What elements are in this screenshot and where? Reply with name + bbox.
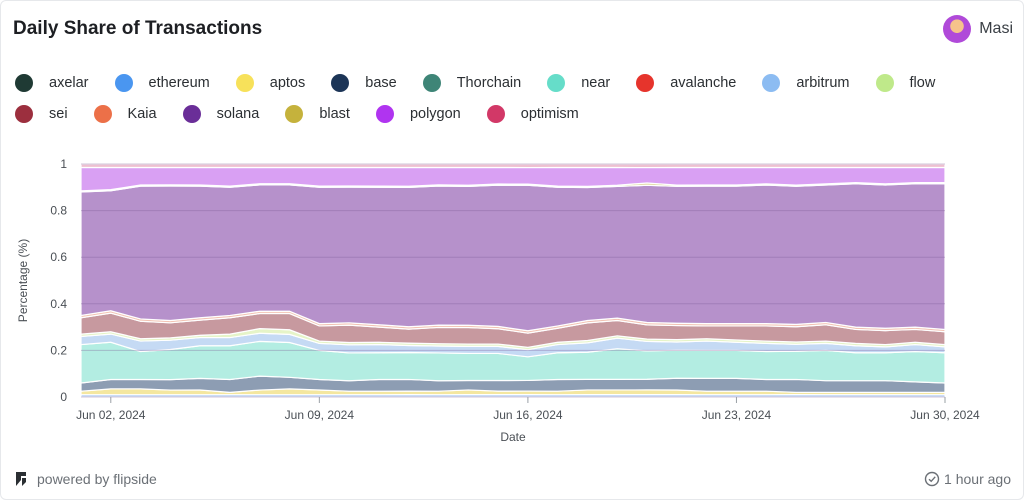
user-badge[interactable]: Masi: [943, 15, 1013, 43]
y-axis-label: Percentage (%): [16, 239, 30, 322]
legend-label: near: [581, 74, 611, 91]
user-name[interactable]: Masi: [979, 20, 1013, 37]
y-tick-label: 0.8: [50, 204, 67, 218]
legend-label: polygon: [409, 105, 461, 122]
x-tick-label: Jun 30, 2024: [910, 408, 980, 422]
legend-swatch: [547, 73, 566, 92]
last-updated: 1 hour ago: [924, 471, 1011, 487]
legend-swatch: [486, 104, 505, 123]
legend-item-ethereum[interactable]: ethereum: [114, 73, 210, 92]
legend-item-thorchain[interactable]: Thorchain: [422, 73, 522, 92]
legend-label: flow: [909, 74, 936, 91]
legend-item-near[interactable]: near: [547, 73, 611, 92]
legend-label: aptos: [269, 74, 306, 91]
legend-item-flow[interactable]: flow: [875, 73, 936, 92]
legend: axelar ethereum aptos base Thorchain near aval…: [15, 67, 1015, 129]
check-circle-icon: [924, 471, 940, 487]
legend-swatch: [875, 73, 894, 92]
legend-item-arbitrum[interactable]: arbitrum: [762, 73, 850, 92]
legend-item-kaia[interactable]: Kaia: [93, 104, 157, 123]
last-updated-label: 1 hour ago: [944, 471, 1011, 487]
legend-label: axelar: [49, 74, 89, 91]
y-tick-label: 0.4: [50, 297, 67, 311]
powered-by[interactable]: powered by flipside: [13, 471, 157, 487]
legend-swatch: [375, 104, 394, 123]
legend-item-solana[interactable]: solana: [182, 104, 260, 123]
legend-item-sei[interactable]: sei: [15, 104, 68, 123]
legend-item-base[interactable]: base: [331, 73, 397, 92]
area-optimism: [80, 163, 946, 169]
legend-swatch: [331, 73, 350, 92]
x-tick-label: Jun 09, 2024: [285, 408, 355, 422]
legend-row: sei Kaia solana blast polygon optimism: [15, 98, 1015, 129]
y-tick-label: 0: [60, 390, 67, 404]
legend-swatch: [422, 73, 441, 92]
x-tick-label: Jun 23, 2024: [702, 408, 772, 422]
legend-label: solana: [216, 105, 260, 122]
legend-swatch: [762, 73, 781, 92]
legend-item-blast[interactable]: blast: [285, 104, 350, 123]
x-axis-label: Date: [500, 430, 526, 444]
legend-row: axelar ethereum aptos base Thorchain near aval…: [15, 67, 1015, 98]
legend-label: blast: [319, 105, 350, 122]
x-tick-label: Jun 16, 2024: [493, 408, 563, 422]
powered-by-label[interactable]: powered by flipside: [37, 471, 157, 487]
legend-swatch: [235, 73, 254, 92]
legend-item-axelar[interactable]: axelar: [15, 73, 89, 92]
legend-label: Kaia: [127, 105, 157, 122]
avatar[interactable]: [943, 15, 972, 43]
legend-label: sei: [49, 105, 68, 122]
legend-swatch: [182, 104, 201, 123]
legend-item-optimism[interactable]: optimism: [486, 104, 579, 123]
flipside-logo-icon: [16, 472, 26, 486]
legend-label: base: [365, 74, 397, 91]
x-tick-label: Jun 02, 2024: [76, 408, 146, 422]
legend-swatch: [636, 73, 655, 92]
legend-label: ethereum: [148, 74, 210, 91]
legend-swatch: [15, 104, 33, 123]
stacked-area-chart: 0 0.2 0.4 0.6 0.8 1 Jun 02, 2024 Jun 09, 2024 Ju…: [16, 157, 980, 444]
legend-item-aptos[interactable]: aptos: [235, 73, 306, 92]
legend-label: Thorchain: [456, 74, 522, 91]
y-tick-label: 0.6: [50, 250, 67, 264]
chart-title: Daily Share of Transactions: [13, 18, 263, 39]
y-tick-label: 0.2: [50, 343, 67, 357]
legend-swatch: [93, 104, 112, 123]
legend-label: avalanche: [670, 74, 737, 91]
y-tick-label: 1: [60, 157, 67, 171]
legend-swatch: [285, 104, 304, 123]
legend-swatch: [15, 73, 33, 92]
legend-label: optimism: [520, 105, 579, 122]
legend-item-avalanche[interactable]: avalanche: [636, 73, 737, 92]
legend-item-polygon[interactable]: polygon: [375, 104, 461, 123]
legend-label: arbitrum: [796, 74, 850, 91]
legend-swatch: [114, 73, 133, 92]
